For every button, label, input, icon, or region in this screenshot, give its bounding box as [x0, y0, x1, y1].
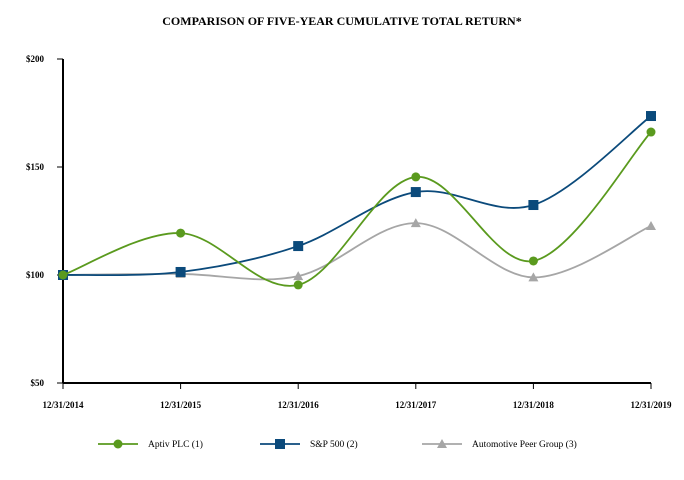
legend: Aptiv PLC (1) S&P 500 (2) Automotive Peer …: [98, 439, 577, 450]
data-point: [58, 270, 68, 280]
series-line: [62, 131, 652, 287]
data-point: [528, 272, 539, 282]
data-point: [410, 187, 421, 198]
y-tick-label: $200: [26, 54, 45, 64]
y-tick-label: $150: [26, 162, 45, 172]
x-tick-label: 12/31/2016: [278, 400, 320, 410]
data-point: [646, 220, 656, 230]
data-point: [646, 127, 656, 137]
y-tick-label: $50: [31, 378, 45, 388]
series-square: [58, 111, 656, 280]
series-circle: [58, 127, 656, 290]
legend-marker: [437, 439, 447, 448]
x-tick-label: 12/31/2019: [630, 400, 672, 410]
series-line: [62, 115, 652, 277]
legend-label: Aptiv PLC (1): [148, 439, 203, 450]
data-point: [411, 172, 421, 182]
data-point: [293, 271, 304, 281]
data-point: [528, 256, 538, 266]
data-point: [293, 280, 303, 290]
chart-title: COMPARISON OF FIVE-YEAR CUMULATIVE TOTAL…: [162, 14, 521, 28]
data-point: [646, 111, 656, 122]
axes: $50 $100 $150 $200 12/31/2014 12/31/2015 12/31…: [26, 54, 672, 410]
legend-marker: [275, 439, 285, 449]
legend-marker: [113, 439, 123, 449]
x-tick-label: 12/31/2018: [513, 400, 555, 410]
data-point: [528, 200, 539, 211]
series-line: [62, 222, 652, 281]
legend-label: S&P 500 (2): [310, 439, 358, 450]
legend-label: Automotive Peer Group (3): [472, 439, 577, 450]
data-point: [293, 241, 304, 252]
y-tick-label: $100: [26, 270, 45, 280]
x-tick-label: 12/31/2017: [395, 400, 437, 410]
data-point: [410, 218, 421, 228]
x-tick-label: 12/31/2014: [42, 400, 84, 410]
data-point: [176, 228, 186, 238]
data-point: [175, 266, 186, 277]
x-tick-label: 12/31/2015: [160, 400, 202, 410]
series-group: [58, 111, 656, 290]
